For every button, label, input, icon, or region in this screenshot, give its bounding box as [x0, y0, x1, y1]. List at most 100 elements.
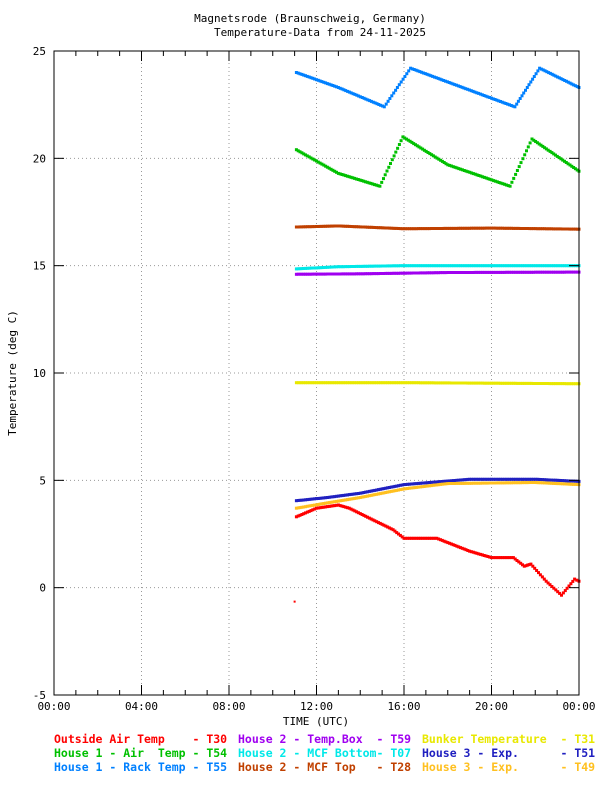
data-point — [475, 264, 479, 268]
data-point — [401, 135, 405, 139]
data-point — [366, 98, 370, 102]
data-point — [550, 151, 554, 155]
data-point — [435, 480, 439, 484]
data-point — [325, 265, 329, 269]
data-point — [499, 264, 503, 268]
data-point — [449, 271, 453, 274]
data-point — [409, 486, 413, 490]
y-tick-label: 25 — [33, 45, 46, 58]
data-point — [469, 264, 473, 268]
data-point — [355, 510, 359, 514]
data-point — [409, 536, 413, 540]
data-point — [369, 99, 373, 103]
data-point — [420, 264, 424, 268]
data-point — [449, 381, 453, 385]
data-point — [391, 381, 395, 385]
data-point — [486, 481, 490, 485]
data-point — [500, 226, 504, 230]
data-point — [404, 483, 408, 486]
data-point — [521, 264, 524, 268]
data-point — [397, 271, 400, 275]
x-tick-label: 00:00 — [562, 700, 595, 713]
chart-subtitle: Temperature-Data from 24-11-2025 — [214, 26, 426, 39]
data-point — [364, 180, 367, 184]
data-point — [336, 499, 340, 503]
data-point — [358, 178, 362, 182]
x-tick-label: 00:00 — [37, 700, 70, 713]
data-point — [544, 264, 548, 268]
data-point — [570, 382, 574, 386]
data-point — [367, 264, 371, 268]
data-point — [460, 546, 464, 550]
data-point — [387, 490, 391, 494]
data-point — [349, 381, 353, 385]
data-point — [296, 149, 300, 153]
data-point — [500, 381, 504, 385]
data-point — [473, 381, 477, 385]
data-point — [566, 80, 570, 84]
data-point — [296, 514, 300, 518]
data-point — [358, 272, 362, 276]
data-point — [559, 264, 563, 268]
data-point — [311, 381, 315, 385]
data-point — [471, 271, 475, 274]
data-point — [433, 271, 437, 275]
data-point — [513, 105, 517, 109]
data-point — [570, 164, 574, 168]
data-point — [346, 265, 349, 269]
data-point — [429, 536, 433, 540]
data-point — [504, 264, 508, 268]
data-point — [464, 169, 468, 173]
data-point — [460, 481, 464, 485]
data-point — [338, 172, 342, 176]
data-point — [387, 264, 391, 268]
data-point — [444, 271, 448, 275]
data-point — [309, 381, 313, 385]
data-point — [453, 83, 457, 87]
data-point — [397, 143, 401, 146]
data-point — [459, 546, 462, 550]
data-point — [305, 74, 309, 78]
data-point — [318, 224, 322, 228]
data-point — [431, 536, 435, 540]
data-point — [369, 381, 373, 385]
data-point — [408, 482, 411, 486]
data-point — [449, 542, 453, 546]
data-point — [502, 101, 506, 105]
data-point — [382, 491, 386, 495]
data-point — [459, 167, 463, 171]
data-point — [561, 158, 565, 162]
data-point — [545, 70, 549, 74]
data-point — [490, 226, 493, 230]
data-point — [453, 264, 457, 268]
data-point — [550, 72, 554, 76]
data-point — [532, 138, 536, 142]
data-point — [521, 270, 524, 274]
data-point — [367, 181, 371, 185]
data-point — [544, 227, 548, 231]
data-point — [404, 271, 408, 275]
data-point — [408, 486, 411, 490]
data-point — [320, 80, 324, 84]
y-tick-label: -5 — [33, 689, 46, 702]
data-point — [315, 503, 318, 507]
data-point — [435, 227, 439, 230]
data-point — [482, 226, 486, 230]
data-point — [362, 495, 366, 499]
data-point — [559, 227, 563, 231]
data-point — [368, 99, 372, 103]
data-point — [521, 381, 524, 385]
data-point — [302, 225, 306, 229]
data-point — [298, 150, 302, 154]
data-point — [561, 382, 565, 386]
data-point — [553, 270, 557, 274]
data-point — [439, 271, 442, 275]
data-point — [342, 498, 346, 502]
data-point — [501, 182, 505, 186]
data-point — [351, 272, 355, 276]
data-point — [379, 103, 383, 107]
data-point — [315, 225, 318, 228]
data-point — [522, 227, 526, 230]
data-point — [572, 482, 575, 486]
data-point — [451, 543, 455, 547]
